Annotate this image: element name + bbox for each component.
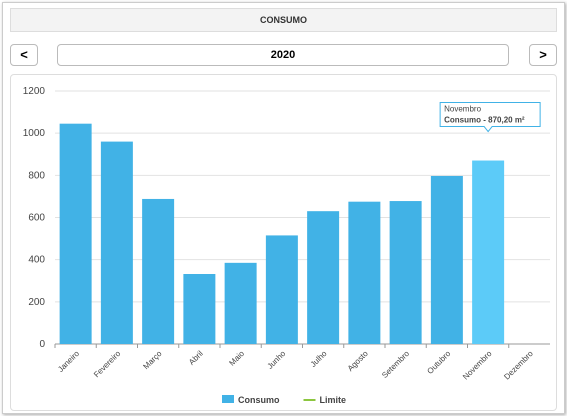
x-tick-label: Outubro: [425, 349, 452, 376]
bar: [389, 201, 422, 344]
y-tick-label: 0: [39, 339, 45, 350]
year-box: 2020: [57, 44, 509, 66]
y-tick-label: 600: [28, 213, 45, 224]
x-tick-label: Julho: [309, 349, 329, 369]
x-tick-label: Abril: [187, 349, 205, 367]
tooltip-box: [439, 102, 541, 133]
bar: [183, 274, 216, 344]
chart-panel: [10, 74, 557, 411]
x-tick-label: Março: [141, 349, 163, 371]
tooltip-title: Novembro: [444, 105, 481, 114]
bar: [430, 175, 463, 344]
x-tick-label: Dezembro: [502, 349, 535, 382]
bar: [265, 235, 298, 344]
legend-swatch: [222, 395, 234, 403]
y-tick-label: 1200: [23, 86, 46, 97]
bar: [307, 211, 340, 344]
prev-button[interactable]: <: [10, 44, 38, 66]
x-tick-label: Junho: [266, 349, 288, 371]
bar: [224, 262, 257, 344]
next-button[interactable]: >: [529, 44, 557, 66]
y-tick-label: 1000: [23, 128, 46, 139]
tooltip-text: Consumo - 870,20 m²: [444, 116, 525, 125]
x-tick-label: Fevereiro: [92, 349, 123, 380]
bar: [472, 160, 505, 344]
x-tick-label: Maio: [227, 349, 246, 368]
x-tick-label: Setembro: [380, 349, 411, 380]
x-tick-label: Janeiro: [56, 349, 81, 374]
bar: [348, 201, 381, 344]
bar: [100, 141, 133, 344]
bar: [59, 123, 92, 344]
y-tick-label: 400: [28, 255, 45, 266]
header-bar: CONSUMO: [10, 8, 557, 32]
legend-label: Consumo: [238, 395, 280, 405]
x-tick-label: Agosto: [346, 349, 370, 373]
legend-label: Limite: [320, 395, 347, 405]
tooltip: Novembro Consumo - 870,20 m²: [439, 102, 541, 133]
y-tick-label: 800: [28, 170, 45, 181]
x-tick-label: Novembro: [461, 349, 494, 382]
y-tick-label: 200: [28, 297, 45, 308]
bar: [142, 198, 175, 344]
